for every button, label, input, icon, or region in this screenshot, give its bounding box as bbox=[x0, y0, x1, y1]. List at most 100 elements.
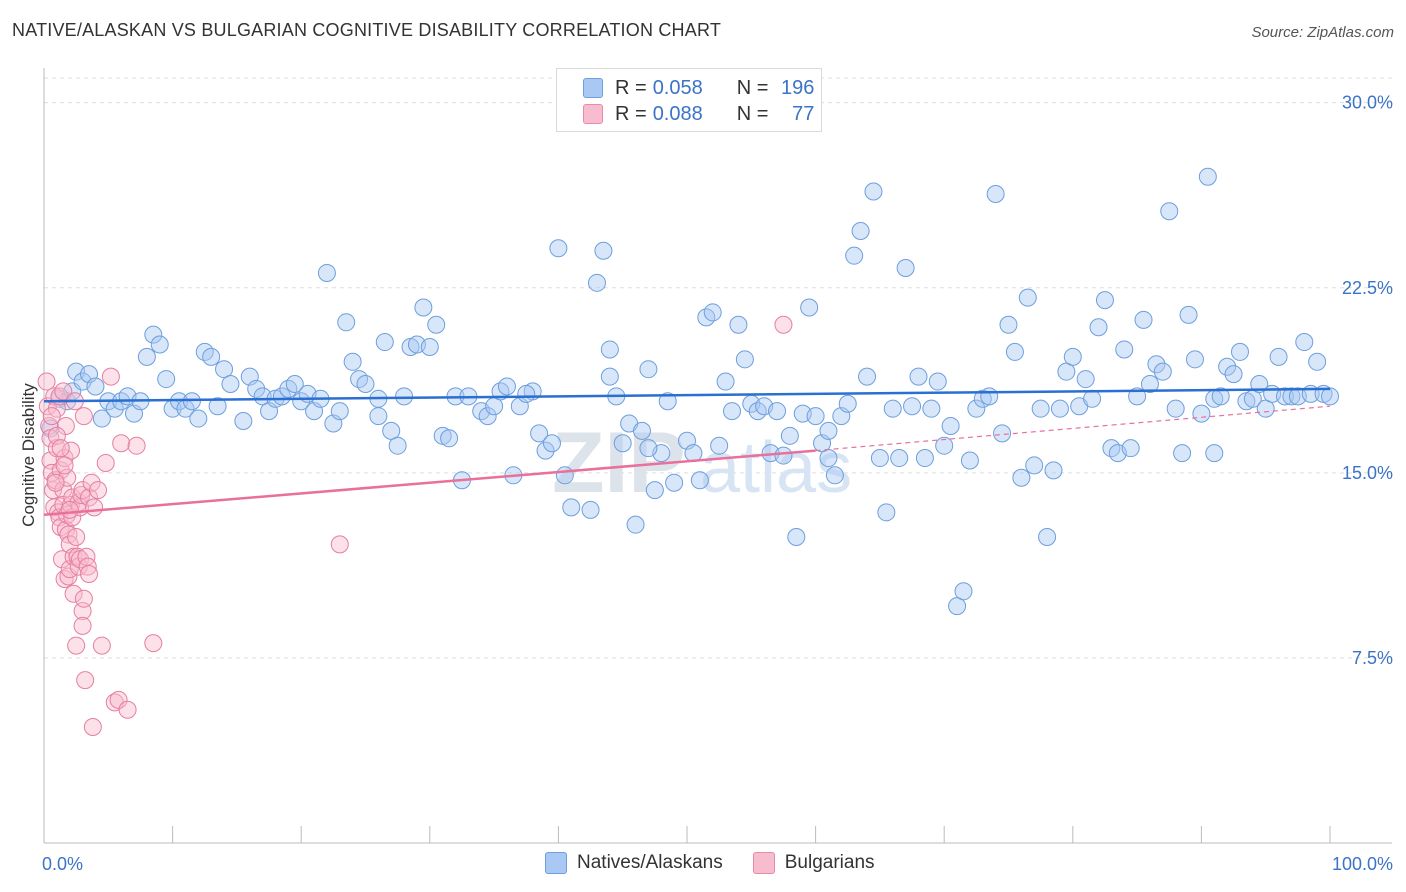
point-bulgarians bbox=[56, 416, 75, 435]
point-natives bbox=[1179, 305, 1198, 324]
point-natives bbox=[1250, 375, 1269, 393]
point-natives bbox=[144, 325, 163, 344]
point-natives bbox=[202, 347, 221, 366]
point-natives bbox=[594, 241, 613, 260]
point-natives bbox=[1230, 342, 1249, 361]
legend-label-natives: Natives/Alaskans bbox=[577, 852, 723, 873]
point-natives bbox=[948, 597, 967, 616]
point-natives bbox=[600, 367, 619, 386]
point-natives bbox=[234, 412, 253, 431]
y-tick-label: 30.0% bbox=[1342, 93, 1393, 113]
correlation-legend: R = 0.058 N = 196 R = 0.088 N = 77 bbox=[556, 68, 822, 132]
point-natives bbox=[1095, 291, 1114, 310]
point-natives bbox=[292, 392, 311, 411]
point-natives bbox=[497, 377, 516, 396]
point-natives bbox=[536, 441, 555, 460]
point-natives bbox=[1282, 387, 1301, 406]
point-natives bbox=[1128, 387, 1147, 406]
point-natives bbox=[356, 375, 375, 393]
point-natives bbox=[1321, 387, 1339, 406]
point-natives bbox=[1256, 399, 1275, 418]
point-bulgarians bbox=[74, 407, 93, 426]
point-natives bbox=[690, 471, 709, 490]
point-natives bbox=[530, 424, 549, 443]
point-natives bbox=[1050, 399, 1069, 418]
point-bulgarians bbox=[112, 434, 131, 453]
r-label: R = bbox=[615, 102, 647, 125]
point-natives bbox=[639, 360, 658, 379]
point-natives bbox=[555, 466, 574, 485]
point-natives bbox=[369, 407, 388, 426]
point-natives bbox=[1063, 347, 1082, 366]
point-bulgarians bbox=[55, 456, 74, 475]
point-natives bbox=[1160, 202, 1179, 221]
y-axis-label: Cognitive Disability bbox=[19, 383, 38, 527]
point-bulgarians bbox=[42, 407, 61, 426]
point-natives bbox=[665, 473, 684, 492]
point-natives bbox=[1115, 340, 1134, 359]
point-natives bbox=[215, 360, 234, 379]
point-bulgarians bbox=[46, 473, 65, 492]
point-natives bbox=[1005, 342, 1024, 361]
point-natives bbox=[1012, 468, 1031, 487]
trendline-bulgarians bbox=[43, 449, 816, 517]
point-bulgarians bbox=[109, 690, 128, 709]
point-natives bbox=[1269, 347, 1288, 366]
legend-label-bulgarians: Bulgarians bbox=[784, 852, 875, 873]
point-natives bbox=[440, 429, 459, 448]
point-natives bbox=[613, 434, 632, 453]
point-natives bbox=[639, 439, 658, 458]
point-natives bbox=[774, 446, 793, 465]
point-natives bbox=[1147, 355, 1166, 374]
point-natives bbox=[993, 424, 1012, 443]
point-natives bbox=[1192, 404, 1211, 423]
y-tick-label: 15.0% bbox=[1342, 463, 1393, 483]
legend-item-natives[interactable]: Natives/Alaskans bbox=[545, 852, 723, 874]
point-natives bbox=[1185, 350, 1204, 369]
point-natives bbox=[723, 402, 742, 421]
point-bulgarians bbox=[74, 589, 93, 608]
point-bulgarians bbox=[53, 550, 72, 569]
trendline-natives bbox=[43, 387, 1331, 403]
point-natives bbox=[890, 449, 909, 468]
point-natives bbox=[864, 182, 883, 201]
point-natives bbox=[1198, 167, 1217, 186]
point-natives bbox=[800, 298, 819, 317]
point-natives bbox=[1308, 352, 1327, 371]
point-bulgarians bbox=[37, 372, 56, 391]
point-natives bbox=[517, 384, 536, 403]
point-bulgarians bbox=[47, 439, 66, 458]
legend-item-bulgarians[interactable]: Bulgarians bbox=[752, 852, 875, 874]
point-natives bbox=[851, 222, 870, 240]
point-natives bbox=[189, 409, 208, 428]
point-natives bbox=[787, 528, 806, 546]
point-bulgarians bbox=[83, 718, 102, 737]
point-natives bbox=[182, 392, 201, 411]
point-natives bbox=[825, 466, 844, 485]
point-natives bbox=[478, 407, 497, 426]
point-natives bbox=[157, 370, 176, 389]
source-note: Source: ZipAtlas.com bbox=[1251, 24, 1394, 41]
point-bulgarians bbox=[89, 481, 108, 500]
point-natives bbox=[1031, 399, 1050, 418]
point-natives bbox=[221, 375, 240, 393]
point-natives bbox=[414, 298, 433, 317]
point-natives bbox=[86, 377, 105, 396]
point-natives bbox=[1018, 288, 1037, 307]
n-value-natives: 196 bbox=[781, 76, 815, 99]
point-natives bbox=[768, 402, 787, 421]
point-bulgarians bbox=[55, 449, 74, 468]
point-natives bbox=[375, 333, 394, 352]
r-label: R = bbox=[615, 76, 647, 99]
point-bulgarians bbox=[92, 636, 111, 655]
point-natives bbox=[716, 372, 735, 391]
point-natives bbox=[870, 449, 889, 468]
point-bulgarians bbox=[62, 441, 81, 460]
point-natives bbox=[92, 409, 111, 428]
point-natives bbox=[1076, 370, 1095, 389]
point-natives bbox=[928, 372, 947, 391]
point-natives bbox=[1275, 387, 1294, 406]
point-natives bbox=[600, 340, 619, 359]
point-natives bbox=[922, 399, 941, 418]
series-legend: Natives/Alaskans Bulgarians bbox=[545, 852, 905, 874]
